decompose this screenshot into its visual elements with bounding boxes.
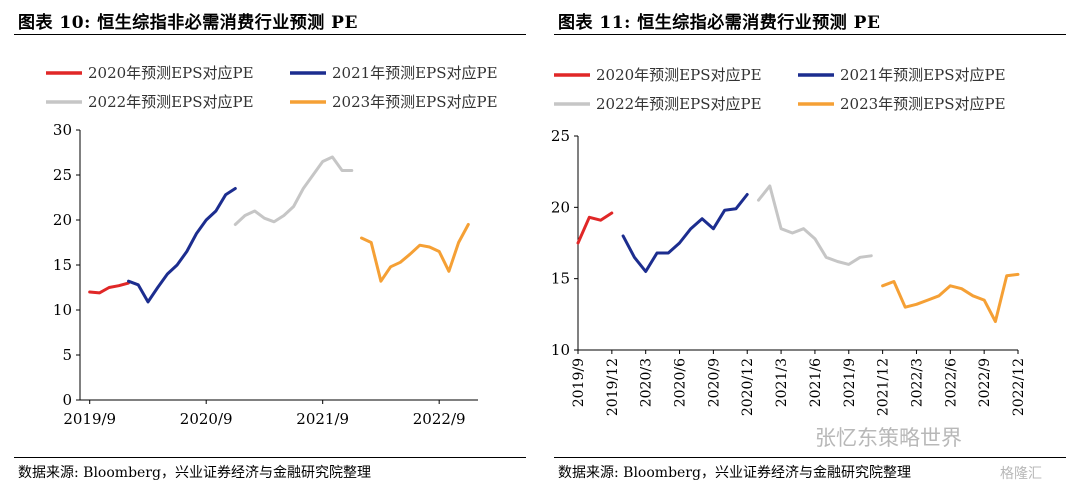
legend-label-2021: 2021年预测EPS对应PE (332, 64, 498, 82)
series-line-2023 (360, 223, 470, 283)
y-tick-label: 10 (53, 301, 72, 319)
chart-title-right: 图表 11: 恒生综指必需消费行业预测 PE (558, 13, 881, 33)
x-tick-label: 2022/3 (909, 358, 925, 407)
source-rule-right (554, 457, 1066, 458)
x-tick-label: 2022/12 (1011, 358, 1027, 416)
legend-label-2022: 2022年预测EPS对应PE (88, 93, 254, 111)
chart-left-svg: 0 5 10 15 20 25 30 2019/9 2020/9 2021/9 2022/9 2020… (46, 64, 498, 428)
x-tick-label: 2019/9 (571, 358, 587, 407)
source-note-left: 数据来源: Bloomberg，兴业证券经济与金融研究院整理 (18, 465, 371, 481)
y-tick-label: 5 (62, 346, 72, 364)
chart-panel-right: 图表 11: 恒生综指必需消费行业预测 PE 10 15 20 25 2019/9 201… (540, 0, 1080, 488)
legend-label-2023: 2023年预测EPS对应PE (332, 93, 498, 111)
y-tick-label: 25 (53, 166, 72, 184)
series-line-2021 (621, 193, 749, 273)
watermark-logo: 格隆汇 (1000, 466, 1042, 482)
y-tick-label: 20 (551, 198, 570, 216)
x-tick-label: 2020/9 (706, 358, 722, 407)
x-tick-label: 2019/9 (63, 410, 116, 428)
legend-label-2020: 2020年预测EPS对应PE (596, 66, 762, 84)
x-tick-label: 2021/3 (774, 358, 790, 407)
legend-label-2021: 2021年预测EPS对应PE (840, 66, 1006, 84)
watermark: 张忆东策略世界 (815, 426, 962, 450)
x-tick-label: 2020/3 (639, 358, 655, 407)
y-tick-label: 0 (62, 391, 72, 409)
x-tick-label: 2021/6 (808, 358, 824, 407)
y-tick-label: 10 (551, 341, 570, 359)
chart-panel-left: 图表 10: 恒生综指非必需消费行业预测 PE 0 5 10 15 20 25 30 2019… (14, 13, 526, 481)
x-tick-label: 2020/12 (740, 358, 756, 416)
x-tick-label: 2022/6 (943, 358, 959, 407)
y-tick-label: 30 (53, 121, 72, 139)
legend-label-2022: 2022年预测EPS对应PE (596, 95, 762, 113)
x-tick-label: 2022/9 (413, 410, 466, 428)
x-tick-label: 2020/6 (673, 358, 689, 407)
x-tick-label: 2020/9 (180, 410, 233, 428)
y-tick-label: 20 (53, 211, 72, 229)
x-tick-label: 2022/9 (977, 358, 993, 407)
legend-label-2020: 2020年预测EPS对应PE (88, 64, 254, 82)
series-line-2022 (757, 184, 873, 266)
series-line-2020 (576, 211, 614, 245)
series-line-2023 (881, 272, 1020, 323)
series-line-2022 (233, 155, 354, 226)
y-tick-label: 15 (53, 256, 72, 274)
source-note-right: 数据来源: Bloomberg，兴业证券经济与金融研究院整理 (558, 465, 911, 481)
chart-title-left: 图表 10: 恒生综指非必需消费行业预测 PE (18, 13, 358, 33)
legend-label-2023: 2023年预测EPS对应PE (840, 95, 1006, 113)
x-tick-label: 2021/9 (842, 358, 858, 407)
source-rule-left (14, 457, 526, 458)
x-tick-label: 2021/12 (876, 358, 892, 416)
x-tick-label: 2019/12 (605, 358, 621, 416)
title-rule-right (554, 34, 1066, 35)
y-tick-label: 25 (551, 127, 570, 145)
series-line-2020 (88, 281, 130, 295)
y-tick-label: 15 (551, 270, 570, 288)
title-rule-left (14, 34, 526, 35)
chart-right-svg: 10 15 20 25 2019/9 2019/12 2020/3 2020/6 2020/9 2… (551, 66, 1027, 416)
x-tick-label: 2021/9 (296, 410, 349, 428)
series-line-2021 (127, 187, 237, 304)
